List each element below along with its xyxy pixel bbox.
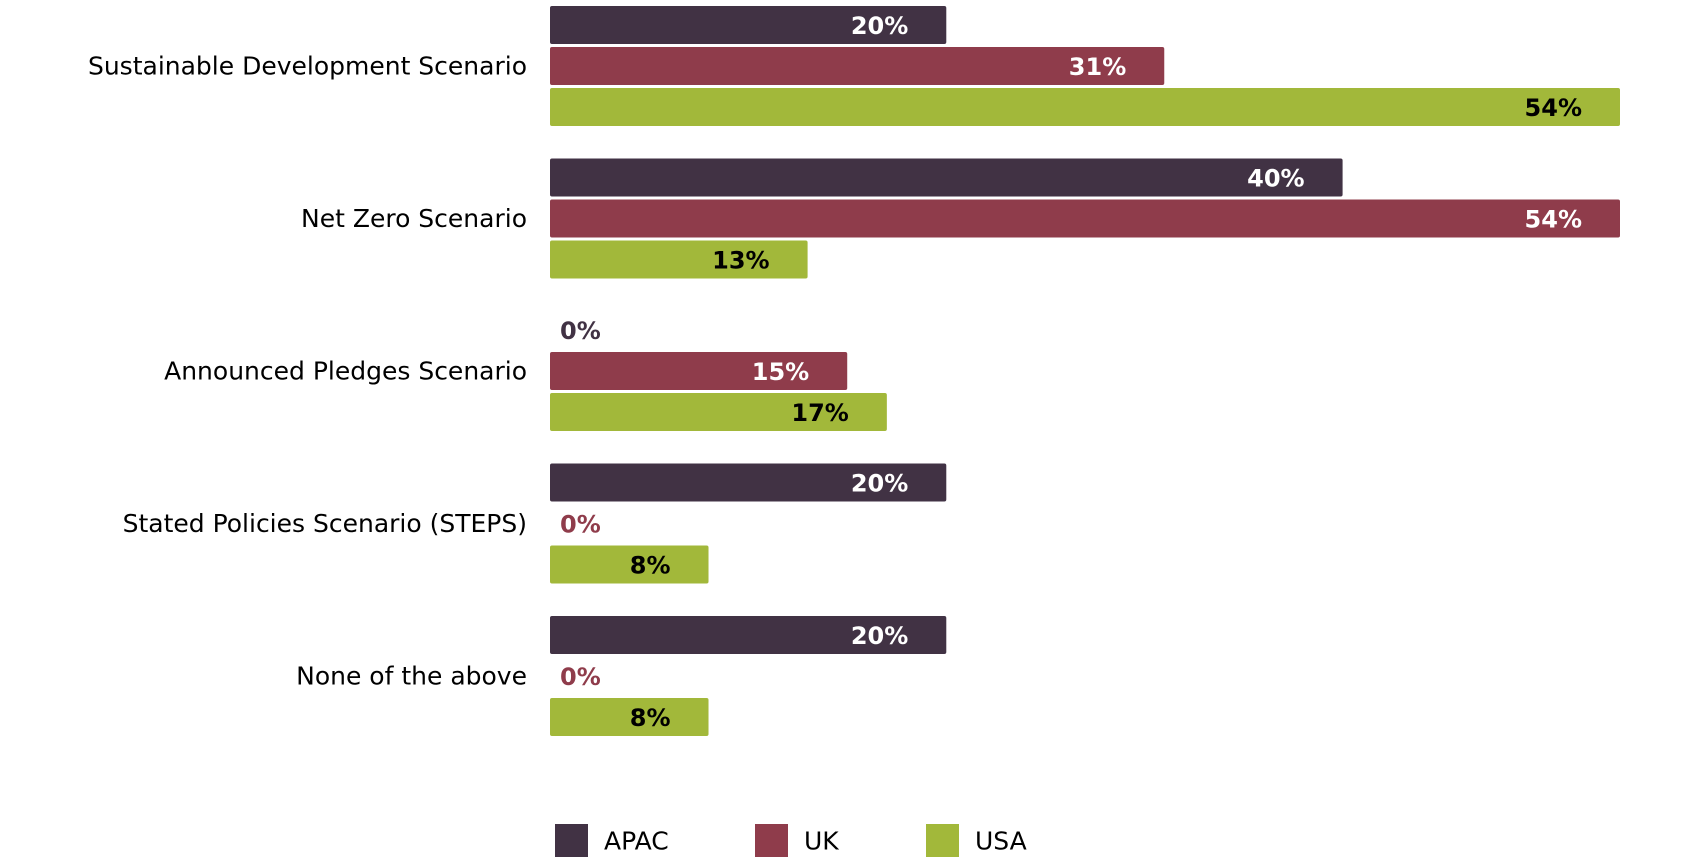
value-label-apac-net-zero-scenario: 40% [1247, 165, 1304, 193]
category-label-stated-policies-scenario-steps: Stated Policies Scenario (STEPS) [123, 509, 527, 538]
category-label-net-zero-scenario: Net Zero Scenario [301, 204, 527, 233]
legend: APAC UK USA [555, 824, 1027, 857]
value-label-apac-sustainable-development-scenario: 20% [851, 12, 908, 40]
value-label-usa-stated-policies-scenario-steps: 8% [630, 552, 671, 580]
category-label-announced-pledges-scenario: Announced Pledges Scenario [164, 357, 527, 386]
bars [550, 6, 1620, 736]
bar-apac-sustainable-development-scenario [550, 6, 947, 44]
value-label-uk-none-of-the-above: 0% [560, 663, 601, 691]
value-label-usa-sustainable-development-scenario: 54% [1525, 94, 1582, 122]
value-label-uk-net-zero-scenario: 54% [1525, 206, 1582, 234]
category-label-sustainable-development-scenario: Sustainable Development Scenario [88, 52, 527, 81]
value-label-apac-stated-policies-scenario-steps: 20% [851, 470, 908, 498]
value-label-usa-net-zero-scenario: 13% [712, 247, 769, 275]
value-label-usa-announced-pledges-scenario: 17% [791, 399, 848, 427]
legend-label-apac: APAC [604, 827, 669, 856]
value-label-uk-announced-pledges-scenario: 15% [752, 358, 809, 386]
legend-label-uk: UK [804, 827, 839, 856]
bar-usa-sustainable-development-scenario [550, 88, 1620, 126]
bar-apac-stated-policies-scenario-steps [550, 463, 947, 502]
legend-swatch-usa [926, 824, 959, 857]
value-label-apac-announced-pledges-scenario: 0% [560, 317, 601, 345]
bar-usa-announced-pledges-scenario [550, 393, 887, 431]
bar-usa-net-zero-scenario [550, 240, 808, 279]
bar-usa-none-of-the-above [550, 698, 709, 736]
bar-apac-none-of-the-above [550, 616, 947, 654]
value-label-uk-sustainable-development-scenario: 31% [1069, 53, 1126, 81]
bar-uk-sustainable-development-scenario [550, 47, 1165, 85]
value-labels: 20% 31% 54% 40% 54% 13% 0% 15% 17% 20% 0% 8% 20% 0% 8% [560, 12, 1582, 732]
category-labels: Sustainable Development Scenario Net Zero… [88, 52, 527, 691]
value-label-usa-none-of-the-above: 8% [630, 704, 671, 732]
legend-label-usa: USA [975, 827, 1027, 856]
value-label-uk-stated-policies-scenario-steps: 0% [560, 511, 601, 539]
legend-swatch-uk [755, 824, 788, 857]
bar-uk-net-zero-scenario [550, 199, 1620, 238]
bar-apac-net-zero-scenario [550, 158, 1343, 197]
category-label-none-of-the-above: None of the above [296, 662, 527, 691]
bar-usa-stated-policies-scenario-steps [550, 545, 709, 584]
legend-swatch-apac [555, 824, 588, 857]
bar-uk-announced-pledges-scenario [550, 352, 848, 390]
value-label-apac-none-of-the-above: 20% [851, 622, 908, 650]
